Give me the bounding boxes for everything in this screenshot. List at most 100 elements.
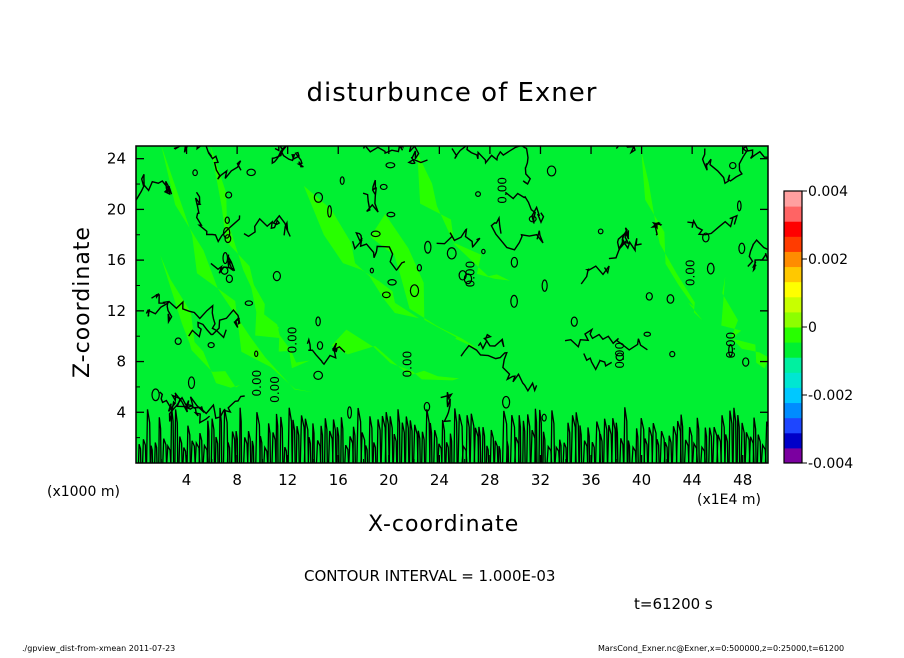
colorbar-swatch (784, 221, 802, 237)
contour-line (271, 146, 304, 168)
colorbar-swatch (784, 372, 802, 388)
contour-blob (475, 191, 482, 197)
contour-blob (224, 234, 232, 244)
contour-line (580, 265, 610, 285)
contour-blob (738, 242, 746, 255)
contour-line (194, 191, 241, 244)
contour-line (188, 309, 241, 338)
contour-line (145, 300, 227, 339)
contour-blob (327, 205, 332, 218)
positive-patch (721, 276, 768, 369)
colorbar-swatch (784, 447, 802, 464)
contour-blob (254, 350, 259, 358)
surface-contour (150, 445, 154, 463)
surface-contour (578, 425, 583, 463)
x-tick-label: 28 (480, 471, 499, 489)
positive-patch (248, 276, 310, 369)
surface-contour (505, 441, 510, 463)
x-tick-label: 8 (232, 471, 242, 489)
surface-contour (481, 426, 486, 463)
surface-contour (174, 409, 179, 463)
surface-contour (756, 434, 762, 463)
colorbar-tick-label: -0.004 (808, 456, 853, 472)
field-background (136, 146, 768, 463)
contour-blob (222, 252, 229, 265)
positive-patch (331, 329, 460, 381)
field-layer (136, 146, 768, 463)
contour-line (583, 353, 613, 371)
contour-blob (379, 183, 388, 191)
contour-label: 0.00 (286, 327, 300, 354)
contour-blob (151, 388, 160, 402)
surface-contour (542, 431, 546, 463)
x-tick-label: 32 (531, 471, 550, 489)
time-label: t=61200 s (634, 595, 713, 613)
contour-blob (385, 162, 396, 169)
x-axis-label: X-coordinate (368, 512, 520, 537)
contour-line (616, 232, 642, 253)
contour-line (362, 179, 379, 213)
surface-contour (453, 408, 458, 463)
surface-contour (388, 416, 394, 463)
contour-blob (222, 227, 231, 239)
surface-contour (663, 441, 669, 463)
x-tick-label: 40 (632, 471, 651, 489)
surface-contour (643, 438, 649, 463)
surface-contour (433, 429, 439, 463)
contour-line (490, 215, 544, 251)
contour-label: 0.00 (684, 259, 698, 286)
y-axis-label: Z-coordinate (70, 226, 95, 378)
surface-contour (303, 418, 310, 463)
surface-contour (400, 422, 406, 463)
surface-contour (336, 427, 340, 463)
surface-contour (639, 418, 646, 463)
x-tick-label: 12 (278, 471, 297, 489)
surface-contour (283, 446, 288, 463)
surface-contour (404, 416, 410, 463)
contour-blob (643, 331, 652, 337)
surface-contour (311, 423, 315, 463)
contour-line (440, 392, 454, 423)
contour-blob (220, 266, 229, 275)
surface-contour (534, 408, 538, 463)
contour-blob (706, 262, 715, 275)
contour-line (564, 327, 648, 351)
surface-contour (291, 419, 296, 463)
surface-contour (429, 422, 433, 463)
contour-blob (246, 168, 256, 177)
contour-line (747, 237, 768, 267)
surface-contour (206, 420, 210, 463)
colorbar-swatch (784, 281, 802, 298)
surface-contour (162, 438, 168, 463)
surface-contour (226, 442, 231, 463)
colorbar-swatch (784, 402, 802, 419)
surface-contour (332, 419, 337, 463)
surface-contour (234, 431, 239, 463)
surface-contour (485, 445, 490, 463)
contour-blob (313, 192, 324, 203)
positive-patch (303, 185, 419, 319)
contour-label: 0.00 (724, 332, 738, 359)
contour-blob (615, 352, 624, 362)
surface-contour (603, 418, 609, 463)
surface-contour (238, 407, 243, 463)
surface-contour (667, 435, 673, 463)
surface-contour (384, 411, 390, 463)
surface-contour (340, 417, 344, 463)
contour-blob (409, 284, 420, 298)
contour-line (151, 293, 173, 325)
contour-line (174, 392, 211, 424)
surface-contour (724, 434, 729, 463)
surface-contour (178, 436, 183, 463)
contour-blob (546, 165, 557, 177)
surface-contour (522, 420, 526, 463)
contour-blob (416, 264, 423, 272)
contour-line (436, 227, 481, 248)
contour-blob (316, 341, 324, 351)
surface-contour (558, 439, 562, 463)
contour-blob (481, 248, 486, 255)
contour-line (460, 344, 538, 393)
y-tick-label: 24 (107, 150, 126, 168)
colorbar-swatch (784, 266, 802, 283)
surface-contour (307, 436, 312, 463)
